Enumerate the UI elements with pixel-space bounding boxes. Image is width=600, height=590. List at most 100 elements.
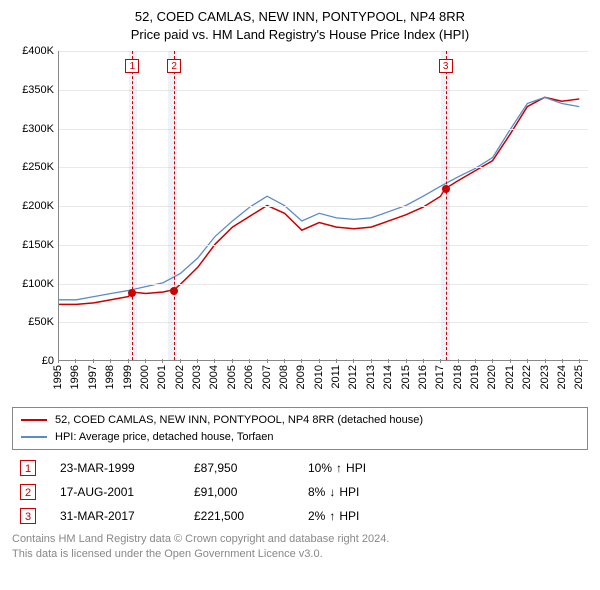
x-tick-mark xyxy=(353,359,354,363)
pct-suffix: HPI xyxy=(339,485,359,499)
legend-label: HPI: Average price, detached house, Torf… xyxy=(55,429,274,446)
x-tick-label: 2018 xyxy=(452,365,464,389)
x-tick-mark xyxy=(371,359,372,363)
gridline xyxy=(59,322,588,323)
x-tick-label: 2003 xyxy=(191,365,203,389)
x-tick-label: 2025 xyxy=(573,365,585,389)
x-tick-mark xyxy=(423,359,424,363)
x-tick-label: 2008 xyxy=(278,365,290,389)
event-price: £87,950 xyxy=(194,461,284,475)
event-row: 123-MAR-1999£87,95010% ↑ HPI xyxy=(12,460,588,476)
arrow-up-icon: ↑ xyxy=(336,461,342,475)
x-tick-mark xyxy=(162,359,163,363)
x-tick-label: 2001 xyxy=(156,365,168,389)
y-tick-label: £400K xyxy=(22,45,54,57)
x-tick-mark xyxy=(475,359,476,363)
x-tick-label: 2020 xyxy=(486,365,498,389)
y-tick-label: £100K xyxy=(22,278,54,290)
title-address: 52, COED CAMLAS, NEW INN, PONTYPOOL, NP4… xyxy=(12,8,588,26)
events-table: 123-MAR-1999£87,95010% ↑ HPI217-AUG-2001… xyxy=(12,460,588,524)
event-number: 2 xyxy=(20,484,36,500)
event-date: 23-MAR-1999 xyxy=(60,461,170,475)
footer-line2: This data is licensed under the Open Gov… xyxy=(12,547,588,562)
x-tick-mark xyxy=(545,359,546,363)
x-tick-mark xyxy=(510,359,511,363)
footer: Contains HM Land Registry data © Crown c… xyxy=(12,532,588,562)
pct-value: 2% xyxy=(308,509,325,523)
y-axis: £0£50K£100K£150K£200K£250K£300K£350K£400… xyxy=(12,51,58,361)
x-tick-label: 2000 xyxy=(139,365,151,389)
x-tick-label: 2017 xyxy=(434,365,446,389)
event-row: 217-AUG-2001£91,0008% ↓ HPI xyxy=(12,484,588,500)
x-tick-mark xyxy=(406,359,407,363)
x-tick-mark xyxy=(197,359,198,363)
event-row: 331-MAR-2017£221,5002% ↑ HPI xyxy=(12,508,588,524)
legend-swatch xyxy=(21,436,47,438)
x-tick-label: 2016 xyxy=(417,365,429,389)
event-marker-line xyxy=(174,51,175,360)
legend-label: 52, COED CAMLAS, NEW INN, PONTYPOOL, NP4… xyxy=(55,412,423,429)
x-tick-label: 2014 xyxy=(382,365,394,389)
event-dot xyxy=(170,287,178,295)
event-date: 31-MAR-2017 xyxy=(60,509,170,523)
arrow-down-icon: ↓ xyxy=(329,485,335,499)
chart-container: 52, COED CAMLAS, NEW INN, PONTYPOOL, NP4… xyxy=(0,0,600,574)
pct-value: 10% xyxy=(308,461,332,475)
x-tick-label: 2015 xyxy=(400,365,412,389)
title-subtitle: Price paid vs. HM Land Registry's House … xyxy=(12,26,588,44)
legend-row: HPI: Average price, detached house, Torf… xyxy=(21,429,579,446)
y-tick-label: £200K xyxy=(22,200,54,212)
x-tick-label: 2024 xyxy=(556,365,568,389)
chart: £0£50K£100K£150K£200K£250K£300K£350K£400… xyxy=(12,51,588,401)
x-tick-label: 2006 xyxy=(243,365,255,389)
x-tick-label: 2012 xyxy=(347,365,359,389)
footer-line1: Contains HM Land Registry data © Crown c… xyxy=(12,532,588,547)
event-pct: 2% ↑ HPI xyxy=(308,509,359,523)
pct-value: 8% xyxy=(308,485,325,499)
y-tick-label: £300K xyxy=(22,123,54,135)
gridline xyxy=(59,206,588,207)
x-tick-label: 2022 xyxy=(521,365,533,389)
y-tick-label: £50K xyxy=(28,316,54,328)
legend-swatch xyxy=(21,419,47,421)
x-tick-mark xyxy=(301,359,302,363)
event-dot xyxy=(442,185,450,193)
x-tick-mark xyxy=(75,359,76,363)
event-price: £91,000 xyxy=(194,485,284,499)
x-tick-mark xyxy=(232,359,233,363)
legend-row: 52, COED CAMLAS, NEW INN, PONTYPOOL, NP4… xyxy=(21,412,579,429)
plot-area: 1 2 3 xyxy=(58,51,588,361)
x-tick-mark xyxy=(562,359,563,363)
gridline xyxy=(59,90,588,91)
legend: 52, COED CAMLAS, NEW INN, PONTYPOOL, NP4… xyxy=(12,407,588,450)
x-tick-mark xyxy=(249,359,250,363)
event-marker-box: 3 xyxy=(439,59,453,73)
shaded-band xyxy=(168,51,177,360)
x-tick-mark xyxy=(492,359,493,363)
x-tick-label: 2007 xyxy=(261,365,273,389)
x-tick-mark xyxy=(579,359,580,363)
x-tick-label: 2023 xyxy=(539,365,551,389)
x-tick-mark xyxy=(110,359,111,363)
x-tick-label: 1996 xyxy=(69,365,81,389)
event-marker-line xyxy=(446,51,447,360)
event-dot xyxy=(128,289,136,297)
y-tick-label: £250K xyxy=(22,161,54,173)
gridline xyxy=(59,284,588,285)
x-tick-mark xyxy=(388,359,389,363)
x-tick-mark xyxy=(214,359,215,363)
gridline xyxy=(59,51,588,52)
x-tick-mark xyxy=(336,359,337,363)
event-number: 1 xyxy=(20,460,36,476)
x-tick-label: 2021 xyxy=(504,365,516,389)
x-tick-mark xyxy=(128,359,129,363)
x-tick-label: 2002 xyxy=(174,365,186,389)
event-number: 3 xyxy=(20,508,36,524)
x-tick-label: 2009 xyxy=(295,365,307,389)
event-marker-box: 2 xyxy=(167,59,181,73)
x-tick-mark xyxy=(58,359,59,363)
x-tick-label: 1999 xyxy=(122,365,134,389)
x-tick-mark xyxy=(440,359,441,363)
x-tick-mark xyxy=(267,359,268,363)
event-marker-box: 1 xyxy=(125,59,139,73)
